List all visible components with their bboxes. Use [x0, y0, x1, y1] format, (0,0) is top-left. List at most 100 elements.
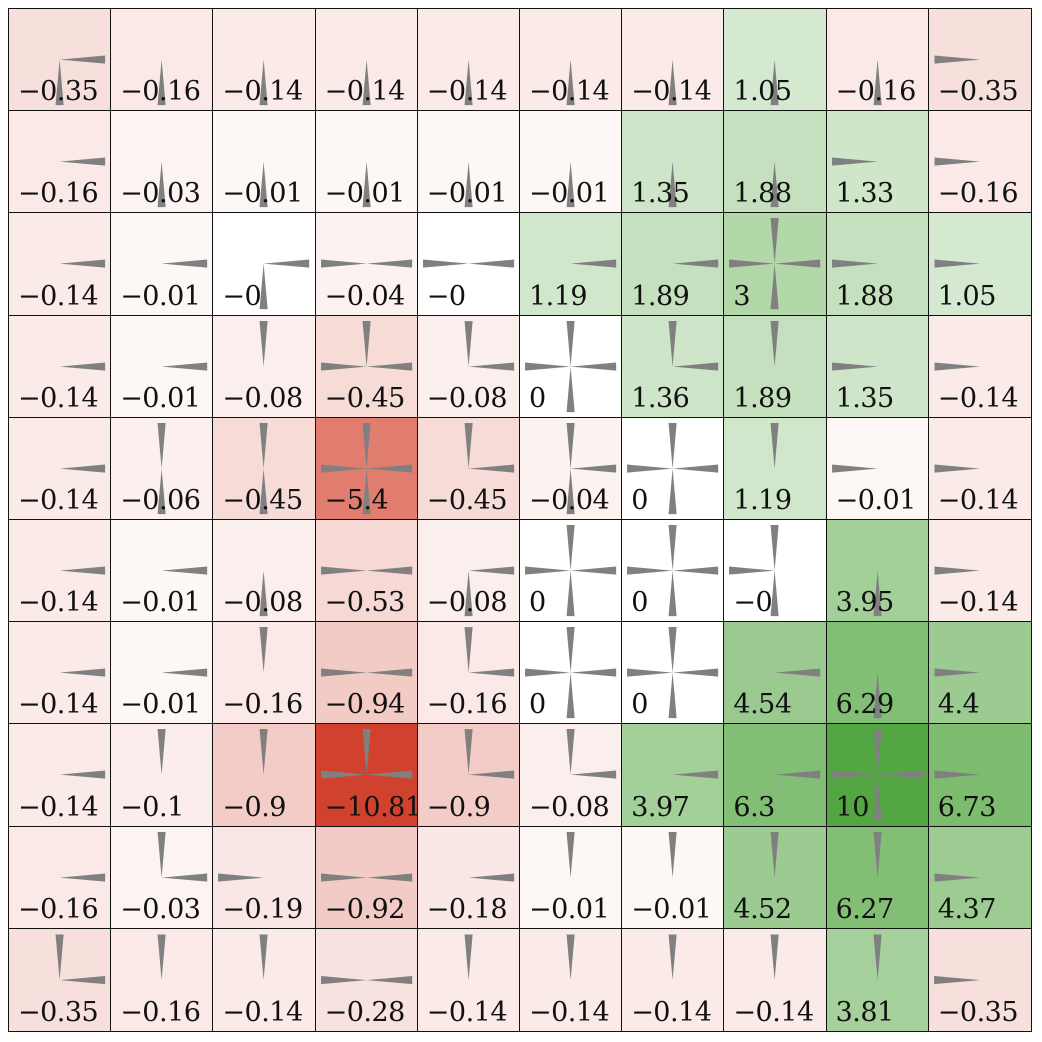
arrow-down-icon: [566, 570, 575, 617]
arrow-up-icon: [464, 934, 473, 980]
cell-value: −0.08: [222, 382, 303, 414]
grid-cell: −0.53: [315, 519, 418, 623]
arrow-right-icon: [672, 770, 719, 780]
arrow-up-icon: [770, 320, 780, 367]
arrow-right-icon: [468, 259, 514, 269]
cell-value: −0.14: [18, 280, 99, 312]
grid-cell: −0.08: [417, 519, 520, 623]
arrow-right-icon: [59, 464, 106, 473]
grid-cell: −0.01: [519, 826, 623, 929]
grid-cell: −0.35: [9, 928, 112, 1031]
cell-value: −0.14: [18, 382, 99, 414]
arrow-left-icon: [422, 259, 469, 269]
arrow-left-icon: [729, 259, 775, 269]
grid-cell: −5.4: [315, 417, 418, 520]
cell-value: −0.14: [18, 791, 99, 823]
arrow-left-icon: [933, 975, 980, 984]
cell-value: 1.19: [528, 280, 588, 312]
cell-value: −0.06: [120, 484, 201, 516]
grid-cell: 0: [622, 622, 725, 725]
arrow-left-icon: [831, 362, 878, 371]
grid-cell: −0.18: [417, 826, 520, 929]
cell-value: −0.16: [18, 893, 99, 925]
arrow-right-icon: [59, 668, 106, 677]
grid-cell: 1.19: [519, 213, 623, 316]
cell-value: −0.14: [18, 587, 99, 619]
cell-value: −0.14: [937, 484, 1019, 516]
grid-cell: −0.14: [622, 928, 725, 1031]
arrow-right-icon: [59, 873, 106, 882]
arrow-up-icon: [668, 627, 677, 673]
arrow-up-icon: [157, 934, 166, 980]
arrow-right-icon: [468, 362, 514, 371]
grid-cell: −0.35: [9, 9, 112, 112]
cell-value: −0.35: [18, 76, 99, 108]
grid-cell: −0.16: [9, 111, 112, 214]
cell-value: 6.73: [937, 791, 997, 823]
arrow-up-icon: [362, 422, 371, 469]
cell-value: −0.16: [120, 996, 201, 1028]
arrow-right-icon: [366, 259, 412, 269]
grid-cell: 4.54: [724, 622, 827, 725]
arrow-right-icon: [774, 259, 821, 269]
arrow-left-icon: [627, 668, 673, 677]
grid-cell: 6.27: [826, 826, 929, 929]
arrow-up-icon: [157, 831, 166, 878]
grid-cell: −0.08: [213, 315, 316, 418]
grid-cell: 1.36: [622, 315, 725, 418]
arrow-down-icon: [668, 570, 677, 617]
cell-value: −0.01: [835, 484, 917, 516]
cell-value: −0.01: [528, 178, 610, 210]
grid-cell: −0.9: [213, 724, 316, 827]
cell-value: −0.1: [120, 791, 184, 823]
arrow-left-icon: [320, 873, 367, 882]
arrow-left-icon: [525, 566, 571, 575]
arrow-up-icon: [157, 422, 166, 469]
arrow-up-icon: [770, 422, 780, 469]
arrow-up-icon: [464, 320, 473, 367]
arrow-right-icon: [366, 668, 412, 677]
cell-value: −5.4: [324, 484, 389, 516]
arrow-up-icon: [668, 422, 677, 469]
arrow-left-icon: [831, 157, 878, 166]
cell-value: −0.14: [937, 382, 1019, 414]
grid-cell: −0.01: [111, 315, 214, 418]
grid-cell: −0.1: [111, 724, 214, 827]
grid-cell: 1.05: [724, 9, 827, 112]
arrow-left-icon: [831, 259, 878, 269]
grid-cell: −0.9: [417, 724, 520, 827]
cell-value: −10.81: [324, 791, 418, 823]
grid-cell: 0: [519, 519, 623, 623]
cell-value: −0.14: [222, 76, 303, 108]
cell-value: −0.9: [222, 791, 286, 823]
cell-value: −0.14: [631, 996, 712, 1028]
arrow-up-icon: [770, 934, 780, 980]
arrow-down-icon: [668, 672, 677, 719]
cell-value: −0.14: [528, 76, 610, 108]
arrow-left-icon: [320, 259, 367, 269]
cell-value: −0: [222, 280, 262, 312]
arrow-right-icon: [366, 770, 412, 780]
grid-cell: 4.52: [724, 826, 827, 929]
arrow-right-icon: [468, 464, 514, 473]
grid-cell: −0.01: [111, 622, 214, 725]
arrow-up-icon: [259, 627, 269, 673]
cell-value: −0.45: [222, 484, 303, 516]
arrow-right-icon: [570, 566, 617, 575]
cell-value: −0.14: [18, 484, 99, 516]
arrow-right-icon: [59, 566, 106, 575]
cell-value: 1.88: [835, 280, 895, 312]
cell-value: −0.01: [222, 178, 303, 210]
grid-cell: −0.14: [622, 9, 725, 112]
arrow-down-icon: [668, 468, 677, 514]
cell-value: −0.08: [426, 587, 508, 619]
cell-value: 0: [528, 382, 546, 414]
cell-value: −0.16: [835, 76, 917, 108]
grid-cell: 4.4: [928, 622, 1031, 725]
cell-value: 0: [631, 587, 648, 619]
grid-cell: −0.08: [213, 519, 316, 623]
grid-cell: −0.01: [622, 826, 725, 929]
arrow-right-icon: [366, 362, 412, 371]
grid-cell: 0: [519, 315, 623, 418]
grid-cell: 1.89: [622, 213, 725, 316]
